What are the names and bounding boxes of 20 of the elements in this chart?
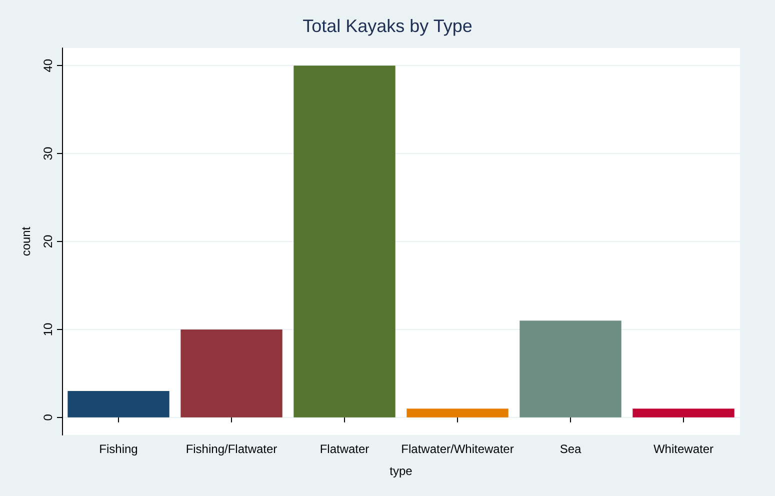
x-tick-label: Fishing/Flatwater <box>186 442 278 456</box>
y-tick-label: 30 <box>41 146 55 160</box>
x-tick-label: Flatwater <box>320 442 370 456</box>
bar <box>406 408 508 418</box>
x-tick-label: Flatwater/Whitewater <box>401 442 514 456</box>
bar <box>180 329 282 418</box>
y-axis-title: count <box>19 226 33 256</box>
bar <box>520 320 622 418</box>
x-tick-label: Fishing <box>99 442 138 456</box>
y-tick-label: 20 <box>41 234 55 248</box>
y-tick-label: 0 <box>41 414 55 421</box>
x-tick-label: Sea <box>560 442 582 456</box>
bar <box>68 391 170 418</box>
y-tick-label: 10 <box>41 322 55 336</box>
x-axis-title: type <box>390 464 413 478</box>
x-tick-label: Whitewater <box>653 442 714 456</box>
chart-title: Total Kayaks by Type <box>302 16 472 36</box>
bar <box>632 408 734 418</box>
bar <box>294 66 396 418</box>
y-tick-label: 40 <box>41 58 55 72</box>
